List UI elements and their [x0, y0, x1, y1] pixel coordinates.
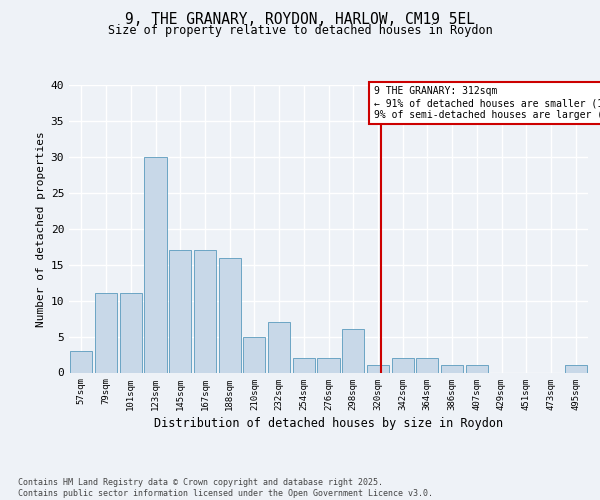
- Y-axis label: Number of detached properties: Number of detached properties: [37, 131, 46, 326]
- Bar: [367, 366, 389, 372]
- Bar: [317, 358, 340, 372]
- Bar: [95, 294, 117, 372]
- Bar: [243, 336, 265, 372]
- Bar: [416, 358, 439, 372]
- Bar: [194, 250, 216, 372]
- Text: Contains HM Land Registry data © Crown copyright and database right 2025.
Contai: Contains HM Land Registry data © Crown c…: [18, 478, 433, 498]
- Bar: [342, 330, 364, 372]
- Bar: [441, 366, 463, 372]
- Text: 9, THE GRANARY, ROYDON, HARLOW, CM19 5EL: 9, THE GRANARY, ROYDON, HARLOW, CM19 5EL: [125, 12, 475, 28]
- Text: Size of property relative to detached houses in Roydon: Size of property relative to detached ho…: [107, 24, 493, 37]
- Bar: [392, 358, 414, 372]
- Text: 9 THE GRANARY: 312sqm
← 91% of detached houses are smaller (122)
9% of semi-deta: 9 THE GRANARY: 312sqm ← 91% of detached …: [374, 86, 600, 120]
- Bar: [466, 366, 488, 372]
- Bar: [70, 351, 92, 372]
- Bar: [119, 294, 142, 372]
- Bar: [169, 250, 191, 372]
- Bar: [268, 322, 290, 372]
- Bar: [565, 366, 587, 372]
- Bar: [145, 157, 167, 372]
- X-axis label: Distribution of detached houses by size in Roydon: Distribution of detached houses by size …: [154, 416, 503, 430]
- Bar: [293, 358, 315, 372]
- Bar: [218, 258, 241, 372]
